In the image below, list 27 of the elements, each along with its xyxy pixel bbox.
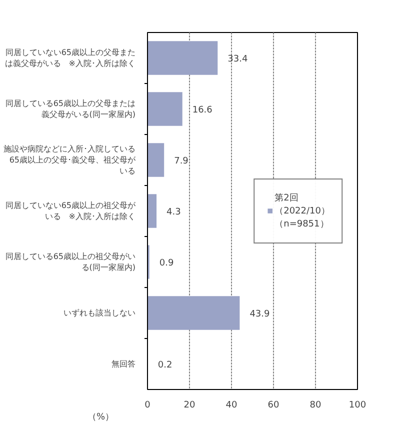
x-tick-label: 40: [226, 400, 238, 410]
bar: [148, 194, 157, 228]
bar: [148, 41, 218, 75]
y-tick-label: 同居していない65歳以上の祖父母がいる ※入院･入所は除く: [5, 201, 136, 221]
x-tick-label: 100: [348, 400, 366, 410]
bar: [148, 296, 240, 330]
data-label: 7.9: [174, 156, 189, 166]
y-tick-label: いずれも該当しない: [64, 308, 136, 318]
legend-label: 第2回（2022/10）（n=9851）: [274, 192, 330, 230]
y-tick-label: 同居していない65歳以上の父母または義父母がいる ※入院･入所は除く: [4, 48, 136, 68]
data-label: 43.9: [250, 310, 270, 320]
x-tick-label: 0: [144, 400, 151, 410]
y-tick-label: 無回答: [112, 360, 136, 368]
y-tick-label: 同居している65歳以上の父母または義父母がいる(同一家屋内): [5, 99, 136, 119]
y-tick-label: 施設や病院などに入所･入院している65歳以上の父母･義父母、祖父母がいる: [4, 144, 136, 176]
x-tick-label: 80: [310, 400, 322, 410]
x-tick-label: 20: [184, 400, 196, 410]
data-label: 0.9: [159, 258, 174, 268]
data-label: 33.4: [228, 54, 248, 64]
data-label: 16.6: [192, 106, 213, 116]
bar: [148, 92, 182, 126]
x-axis-title: （%）: [88, 412, 114, 422]
y-tick-label: 同居している65歳以上の祖父母がいる(同一家屋内): [5, 252, 136, 272]
bar: [148, 143, 164, 177]
x-tick-label: 60: [268, 400, 280, 410]
data-label: 4.3: [166, 208, 181, 218]
data-label: 0.2: [158, 360, 172, 370]
